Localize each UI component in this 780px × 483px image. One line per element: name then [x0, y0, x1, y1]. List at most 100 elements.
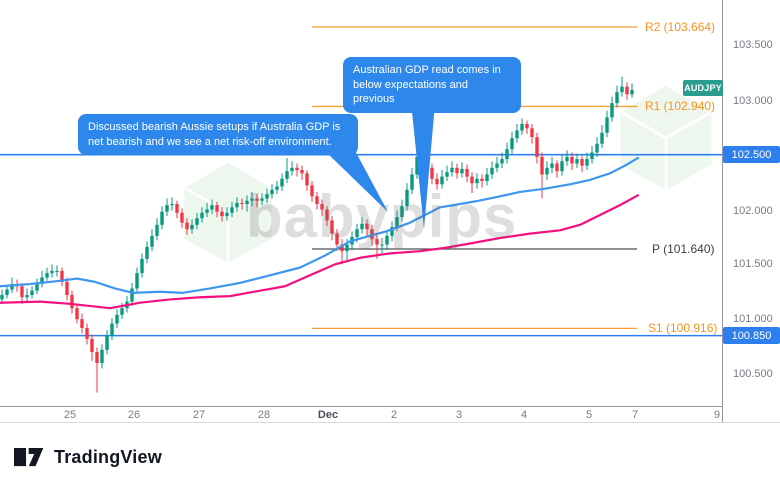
candle-body: [0, 295, 4, 300]
symbol-price-label: AUDJPY: [683, 80, 723, 96]
candle-body: [285, 171, 289, 179]
time-tick-label: 7: [631, 409, 639, 421]
candle-body: [75, 308, 79, 320]
candle-body: [115, 314, 119, 324]
candle-body: [265, 194, 269, 199]
candle-body: [400, 206, 404, 218]
candle-body: [525, 123, 529, 129]
candle-body: [390, 227, 394, 236]
candle-body: [40, 277, 44, 285]
candle-body: [260, 198, 264, 201]
candle-body: [590, 152, 594, 160]
candle-body: [565, 156, 569, 162]
candle-body: [235, 202, 239, 208]
candle-body: [415, 156, 419, 175]
candle-body: [545, 167, 549, 175]
time-tick-label: 2: [390, 409, 398, 421]
candle-body: [5, 289, 9, 296]
candle-body: [480, 178, 484, 181]
candle-body: [60, 270, 64, 282]
time-tick-label: 28: [257, 409, 271, 421]
tradingview-logo[interactable]: TradingView: [14, 447, 162, 468]
candle-body: [150, 235, 154, 247]
candle-body: [435, 178, 439, 185]
candle-body: [505, 149, 509, 160]
candle-body: [470, 176, 474, 184]
candle-body: [540, 156, 544, 175]
candle-body: [440, 176, 444, 185]
fast-ma-line[interactable]: [0, 156, 640, 294]
candle-body: [155, 224, 159, 236]
candle-body: [355, 229, 359, 237]
candle-body: [30, 290, 34, 296]
candle-body: [135, 273, 139, 289]
candle-body: [200, 212, 204, 219]
candle-body: [205, 209, 209, 213]
candle-body: [605, 117, 609, 133]
time-tick-label: 4: [520, 409, 528, 421]
candle-body: [145, 246, 149, 259]
candle-body: [110, 323, 114, 336]
candle-body: [620, 86, 624, 93]
callout-tail: [324, 145, 388, 212]
candle-body: [300, 170, 304, 174]
candle-body: [315, 196, 319, 205]
candle-body: [165, 205, 169, 212]
candle-body: [295, 167, 299, 171]
price-tick-label: 101.000: [733, 313, 773, 325]
candle-body: [500, 159, 504, 164]
candle-body: [515, 130, 519, 139]
candle-body: [325, 209, 329, 221]
candle-body: [510, 138, 514, 150]
candle-body: [85, 327, 89, 339]
candle-body: [270, 189, 274, 195]
candle-body: [530, 128, 534, 138]
tradingview-logo-text: TradingView: [54, 447, 162, 467]
alert-price-badge: 100.850: [723, 327, 780, 345]
pivot-level-label: P (101.640): [652, 241, 715, 256]
candle-body: [380, 244, 384, 246]
candle-body: [250, 198, 254, 201]
candle-body: [575, 159, 579, 164]
candle-body: [520, 123, 524, 131]
candle-body: [455, 167, 459, 174]
watermark-cube-face: [226, 184, 275, 268]
candle-body: [245, 200, 249, 205]
candle-body: [340, 244, 344, 252]
time-tick-label: 9: [713, 409, 721, 421]
candle-body: [80, 319, 84, 328]
candle-body: [485, 174, 489, 181]
candle-body: [220, 211, 224, 217]
candle-body: [310, 185, 314, 197]
candle-body: [490, 167, 494, 175]
candle-body: [105, 335, 109, 350]
candle-body: [385, 235, 389, 245]
candle-body: [70, 295, 74, 309]
callout-gdp-news[interactable]: Australian GDP read comes in below expec…: [343, 57, 521, 113]
candle-body: [210, 205, 214, 210]
candle-body: [65, 281, 69, 296]
candle-body: [140, 258, 144, 274]
candle-body: [240, 202, 244, 205]
candle-body: [395, 217, 399, 228]
candle-body: [630, 89, 634, 95]
candle-body: [50, 270, 54, 274]
candle-body: [375, 239, 379, 245]
slow-ma-line[interactable]: [0, 194, 640, 310]
candle-body: [160, 211, 164, 225]
time-tick-label: 5: [585, 409, 593, 421]
candle-body: [290, 167, 294, 172]
candle-body: [170, 204, 174, 206]
price-tick-label: 103.500: [733, 39, 773, 51]
callout-bearish-setup[interactable]: Discussed bearish Aussie setups if Austr…: [78, 114, 358, 156]
price-chart-canvas[interactable]: [0, 0, 780, 430]
pivot-level-label: R1 (102.940): [645, 99, 716, 114]
price-tick-label: 103.000: [733, 95, 773, 107]
candle-body: [175, 204, 179, 213]
candle-body: [215, 205, 219, 212]
candle-body: [560, 161, 564, 172]
candle-body: [450, 167, 454, 173]
candle-body: [120, 308, 124, 315]
candle-body: [180, 212, 184, 223]
